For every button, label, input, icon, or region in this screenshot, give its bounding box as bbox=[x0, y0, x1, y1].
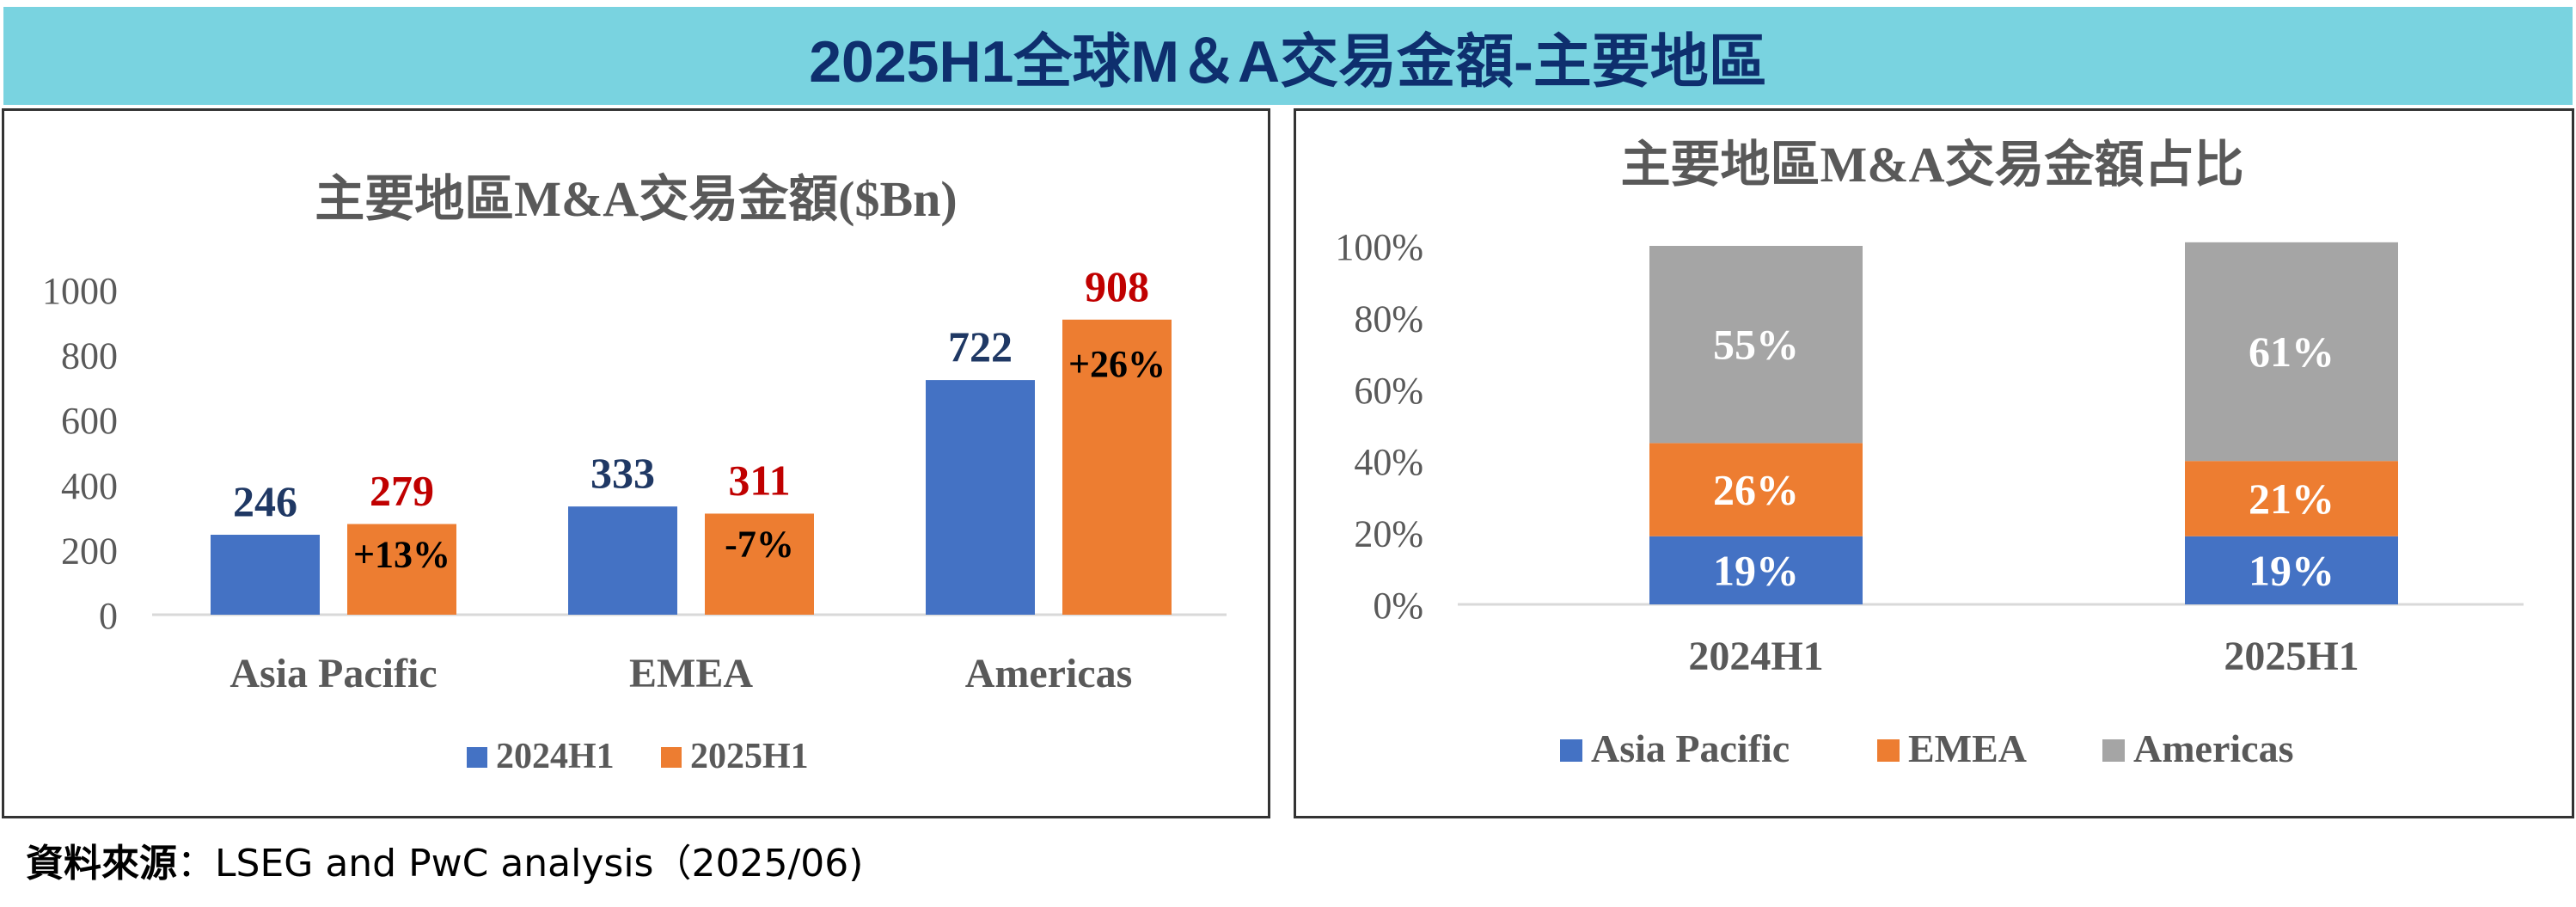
bar bbox=[926, 380, 1035, 615]
growth-label: +13% bbox=[353, 534, 450, 576]
category-label: 2025H1 bbox=[2224, 634, 2359, 679]
regional-value-chart: 主要地區M&A交易金額($Bn) 0 200 400 600 800 1000 246 279 +… bbox=[42, 171, 1227, 776]
stacked-segment bbox=[1649, 443, 1863, 536]
segment-label: 19% bbox=[1713, 546, 1799, 594]
legend-label: 2025H1 bbox=[690, 737, 809, 776]
stacked-segment bbox=[1649, 536, 1863, 604]
bar bbox=[347, 524, 456, 615]
legend-swatch bbox=[1560, 739, 1582, 762]
regional-value-chart-panel: 主要地區M&A交易金額($Bn) 0 200 400 600 800 1000 246 279 +… bbox=[2, 108, 1270, 818]
y-tick-label: 0 bbox=[99, 595, 118, 637]
source-text: ：LSEG and PwC analysis（2025/06) bbox=[177, 842, 864, 886]
y-tick-label: 600 bbox=[61, 400, 118, 442]
bar bbox=[568, 506, 677, 615]
source-note: 資料來源：LSEG and PwC analysis（2025/06) bbox=[26, 832, 863, 887]
y-tick-label: 40% bbox=[1354, 441, 1423, 483]
y-tick-label: 200 bbox=[61, 530, 118, 572]
category-label: Americas bbox=[965, 651, 1133, 696]
y-tick-label: 800 bbox=[61, 335, 118, 377]
chart-title: 主要地區M&A交易金額($Bn) bbox=[315, 171, 958, 227]
category-label: 2024H1 bbox=[1688, 634, 1823, 679]
y-tick-label: 80% bbox=[1354, 297, 1423, 340]
bar bbox=[705, 513, 814, 615]
bar-value-label: 311 bbox=[728, 456, 790, 504]
bar-value-label: 908 bbox=[1085, 262, 1149, 310]
growth-label: -7% bbox=[725, 523, 794, 565]
segment-label: 21% bbox=[2249, 475, 2334, 523]
growth-label: +26% bbox=[1068, 343, 1166, 385]
y-tick-label: 60% bbox=[1354, 370, 1423, 412]
y-tick-label: 20% bbox=[1354, 513, 1423, 555]
legend-swatch bbox=[2102, 739, 2125, 762]
legend-label: Asia Pacific bbox=[1591, 726, 1790, 770]
y-tick-label: 0% bbox=[1373, 585, 1423, 627]
bar bbox=[1062, 319, 1172, 615]
segment-label: 19% bbox=[2249, 546, 2334, 594]
segment-label: 26% bbox=[1713, 466, 1799, 514]
stacked-segment bbox=[2185, 461, 2398, 536]
bar-value-label: 333 bbox=[590, 449, 655, 497]
legend-swatch bbox=[1877, 739, 1900, 762]
legend-label: 2024H1 bbox=[496, 737, 615, 776]
bar bbox=[211, 535, 320, 615]
chart-title: 主要地區M&A交易金額占比 bbox=[1621, 137, 2244, 193]
legend-swatch bbox=[661, 747, 682, 768]
category-label: Asia Pacific bbox=[229, 651, 437, 696]
bar-value-label: 722 bbox=[948, 322, 1013, 371]
segment-label: 55% bbox=[1713, 321, 1799, 369]
legend-label: EMEA bbox=[1908, 726, 2027, 770]
regional-share-chart: 主要地區M&A交易金額占比 0% 20% 40% 60% 80% 100% 19% 26% 55%… bbox=[1335, 137, 2524, 770]
category-label: EMEA bbox=[629, 651, 753, 696]
legend-swatch bbox=[467, 747, 487, 768]
banner-title: 2025H1全球M＆A交易金額-主要地區 bbox=[809, 28, 1767, 95]
bar-value-label: 279 bbox=[370, 467, 434, 515]
y-tick-label: 400 bbox=[61, 465, 118, 507]
banner: 2025H1全球M＆A交易金額-主要地區 bbox=[3, 7, 2573, 105]
regional-share-chart-panel: 主要地區M&A交易金額占比 0% 20% 40% 60% 80% 100% 19% 26% 55%… bbox=[1294, 108, 2574, 818]
y-tick-label: 100% bbox=[1335, 226, 1423, 268]
source-label: 資料來源 bbox=[26, 842, 177, 886]
legend-label: Americas bbox=[2133, 726, 2293, 770]
bar-value-label: 246 bbox=[233, 477, 297, 525]
stacked-segment bbox=[2185, 242, 2398, 462]
y-tick-label: 1000 bbox=[42, 270, 118, 312]
stacked-segment bbox=[2185, 536, 2398, 604]
stacked-segment bbox=[1649, 246, 1863, 444]
segment-label: 61% bbox=[2249, 328, 2334, 376]
